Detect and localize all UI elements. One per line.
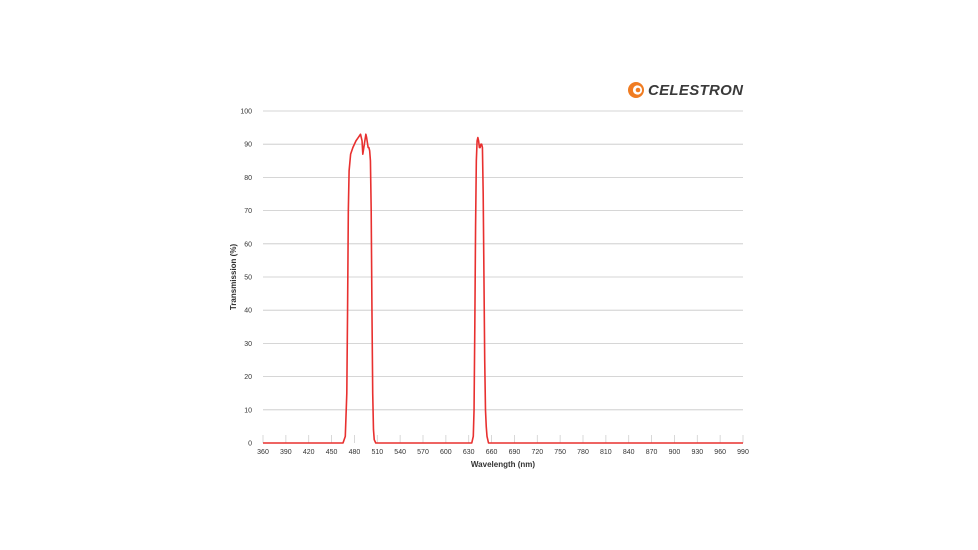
y-tick-label: 90 <box>244 142 252 149</box>
x-tick-label: 690 <box>509 449 521 456</box>
y-tick-labels: 0 10 20 30 40 50 60 70 80 90 100 <box>240 109 252 448</box>
x-tick-label: 510 <box>371 449 383 456</box>
x-tick-label: 630 <box>463 449 475 456</box>
y-tick-label: 0 <box>248 441 252 448</box>
x-tick-label: 840 <box>623 449 635 456</box>
x-tick-label: 780 <box>577 449 589 456</box>
x-tick-label: 480 <box>349 449 361 456</box>
series-layer <box>263 133 743 444</box>
x-tick-label: 810 <box>600 449 612 456</box>
celestron-swirl-icon <box>628 82 644 98</box>
x-tick-label: 660 <box>486 449 498 456</box>
x-tick-label: 600 <box>440 449 452 456</box>
x-tick-label: 360 <box>257 449 269 456</box>
x-tick-labels: 360 390 420 450 480 510 540 570 600 630 660 690 720 7… <box>257 449 749 456</box>
x-tick-label: 960 <box>714 449 726 456</box>
gridlines <box>263 110 743 411</box>
x-tick-label: 420 <box>303 449 315 456</box>
y-tick-label: 40 <box>244 308 252 315</box>
y-tick-label: 100 <box>240 109 252 116</box>
x-tick-label: 870 <box>646 449 658 456</box>
x-tick-label: 450 <box>326 449 338 456</box>
y-tick-label: 60 <box>244 241 252 248</box>
x-axis-label: Wavelength (nm) <box>471 460 535 469</box>
y-tick-label: 70 <box>244 208 252 215</box>
x-tick-label: 990 <box>737 449 749 456</box>
x-tick-label: 930 <box>691 449 703 456</box>
x-tick-label: 750 <box>554 449 566 456</box>
x-tick-label: 540 <box>394 449 406 456</box>
x-tick-label: 900 <box>669 449 681 456</box>
x-tick-label: 570 <box>417 449 429 456</box>
y-tick-label: 30 <box>244 341 252 348</box>
y-tick-label: 80 <box>244 175 252 182</box>
celestron-logo: CELESTRON <box>627 80 743 100</box>
transmission-line <box>263 133 743 444</box>
x-ticks <box>262 435 744 443</box>
y-axis-label: Transmission (%) <box>229 244 238 311</box>
y-tick-label: 50 <box>244 275 252 282</box>
y-tick-label: 20 <box>244 374 252 381</box>
brand-name: CELESTRON <box>648 81 744 99</box>
x-tick-label: 720 <box>531 449 543 456</box>
x-tick-label: 390 <box>280 449 292 456</box>
y-tick-label: 10 <box>244 407 252 414</box>
